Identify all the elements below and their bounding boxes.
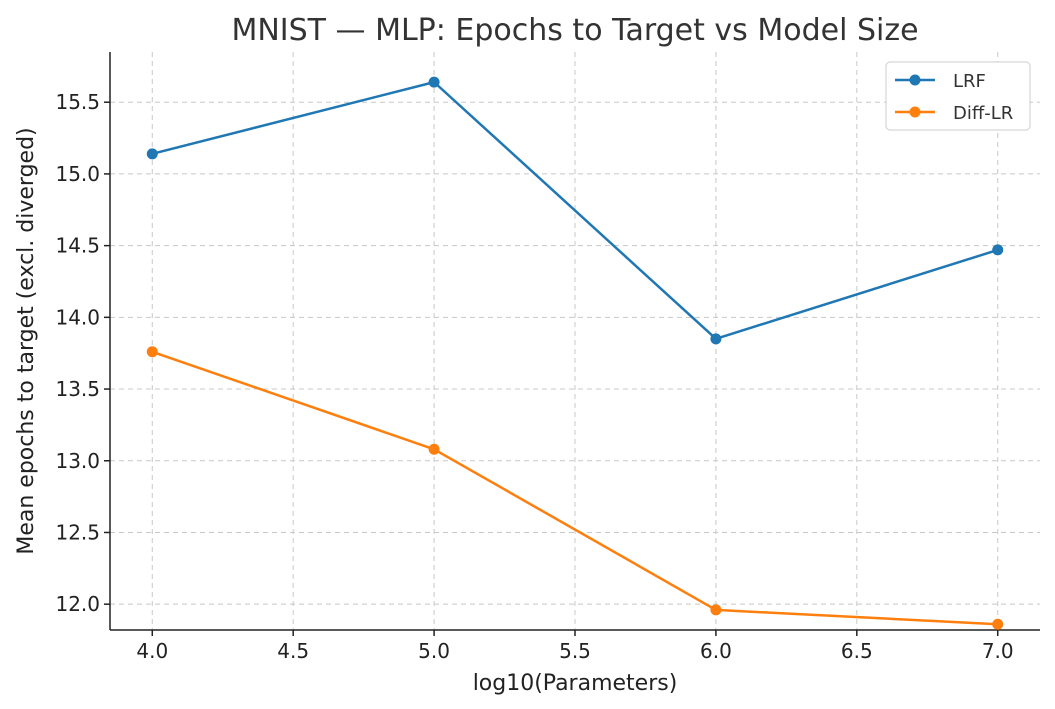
legend-label-difflr: Diff-LR — [953, 103, 1013, 124]
series-line-0 — [151, 80, 999, 341]
y-tick-label: 12.0 — [55, 592, 100, 616]
x-tick-label: 6.0 — [700, 639, 732, 663]
x-tick-label: 7.0 — [982, 639, 1014, 663]
y-tick-label: 12.5 — [55, 520, 100, 544]
x-tick-label: 4.5 — [277, 639, 309, 663]
ticks: 4.0 4.5 5.0 5.5 6.0 6.5 7.0 12.0 12.5 13.0 13.5 14.… — [55, 90, 1013, 663]
y-tick-label: 15.0 — [55, 162, 100, 186]
legend-label-lrf: LRF — [953, 71, 986, 92]
series-point-1 — [992, 618, 1004, 630]
legend-marker-lrf — [909, 74, 921, 86]
grid — [110, 52, 1040, 630]
series-point-1 — [710, 604, 722, 616]
chart-title: MNIST — MLP: Epochs to Target vs Model S… — [231, 13, 918, 48]
series-point-0 — [710, 333, 722, 345]
series-point-0 — [992, 244, 1004, 256]
series — [146, 76, 1004, 630]
series-line-1 — [151, 350, 998, 626]
x-tick-label: 6.5 — [841, 639, 873, 663]
legend: LRF Diff-LR — [885, 61, 1031, 131]
x-tick-label: 5.5 — [559, 639, 591, 663]
x-tick-label: 4.0 — [136, 639, 168, 663]
y-axis-label: Mean epochs to target (excl. diverged) — [14, 127, 39, 554]
y-tick-label: 14.5 — [55, 234, 100, 258]
series-point-0 — [146, 148, 158, 160]
series-point-1 — [428, 443, 440, 455]
y-tick-label: 14.0 — [55, 305, 100, 329]
legend-marker-difflr — [909, 106, 921, 118]
x-axis-label: log10(Parameters) — [473, 671, 678, 696]
y-tick-label: 13.5 — [55, 377, 100, 401]
series-point-1 — [146, 346, 158, 358]
x-tick-label: 5.0 — [418, 639, 450, 663]
series-point-0 — [428, 76, 440, 88]
y-tick-label: 13.0 — [55, 449, 100, 473]
y-tick-label: 15.5 — [55, 90, 100, 114]
